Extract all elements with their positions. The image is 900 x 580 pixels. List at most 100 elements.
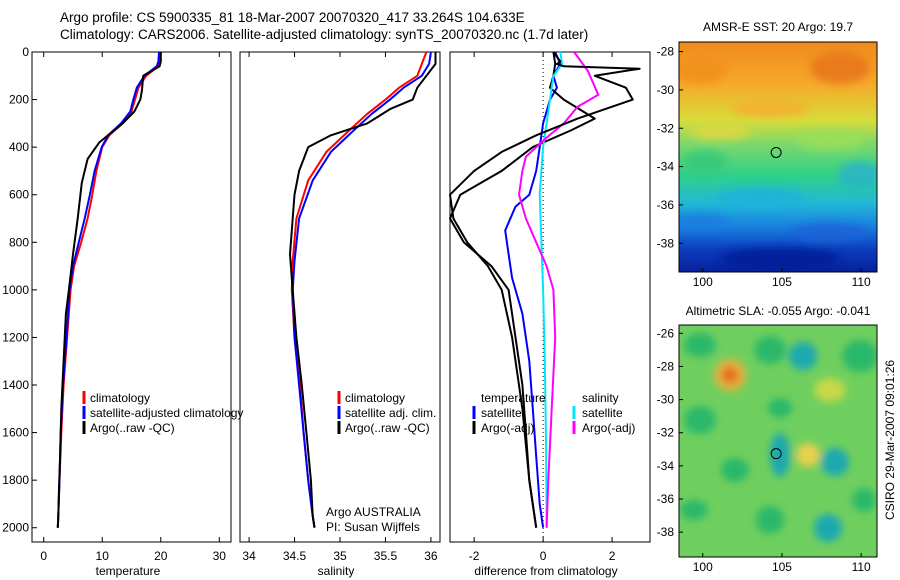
sst-map-title: AMSR-E SST: 20 Argo: 19.7: [703, 20, 853, 34]
sst-blob: [679, 214, 730, 230]
series-line-satellite-adj-clim: [291, 51, 432, 528]
x-tick-label: 35: [333, 549, 347, 563]
map-x-tick-label: 110: [852, 560, 871, 574]
temperature-panel: 0 200 400 600 800 1000 1200 1400 1600 1800 2000 0 1…: [2, 45, 243, 578]
difference-legend: temperature satellite Argo(-adj) salinit…: [472, 391, 635, 435]
y-tick-label: 600: [9, 188, 29, 202]
series-line-salinity-argo-adj: [518, 51, 600, 528]
legend-diff-temperature-header: temperature: [481, 391, 546, 405]
y-tick-label: 1000: [2, 283, 29, 297]
legend-diff-t-argo-label: Argo(-adj): [481, 421, 534, 435]
x-tick-label: 20: [154, 549, 168, 563]
temperature-legend: climatology satellite-adjusted climatolo…: [82, 391, 243, 435]
map-y-tick-label: -36: [657, 492, 675, 506]
sst-blob: [720, 248, 840, 268]
x-tick-label: 34: [242, 549, 256, 563]
sst-map-frame: [678, 41, 878, 273]
y-tick-label: 400: [9, 140, 29, 154]
sla-blob: [684, 333, 716, 357]
sla-blob: [789, 342, 817, 370]
legend-sal-satellite-label: satellite adj. clim.: [345, 406, 436, 420]
annotation-pi: PI: Susan Wijffels: [326, 520, 420, 534]
y-tick-label: 1400: [2, 378, 29, 392]
difference-xlabel: difference from climatology: [474, 564, 617, 578]
map-x-tick-label: 105: [772, 560, 792, 574]
map-x-tick-label: 105: [772, 275, 792, 289]
sla-blob: [768, 398, 792, 418]
sla-blob: [852, 488, 876, 512]
sla-blob: [756, 506, 784, 534]
sla-field: [679, 325, 877, 557]
salinity-xlabel: salinity: [318, 564, 355, 578]
x-tick-label: 36: [424, 549, 438, 563]
sla-blob: [680, 500, 708, 520]
series-line-temperature-argo-adj: [449, 51, 596, 528]
map-x-tick-label: 100: [693, 560, 713, 574]
sla-blob: [796, 443, 820, 467]
map-y-tick-label: -34: [657, 160, 675, 174]
map-y-tick-label: -32: [657, 426, 675, 440]
y-tick-label: 1200: [2, 330, 29, 344]
temperature-xlabel: temperature: [96, 564, 161, 578]
map-y-tick-label: -28: [657, 359, 675, 373]
sst-blob: [810, 52, 870, 84]
legend-sal-argo-label: Argo(..raw -QC): [345, 421, 430, 435]
sst-blob: [796, 130, 864, 150]
salinity-panel: 34 34.5 35 35.5 36 salinity climatology sate…: [239, 51, 441, 578]
sla-blob: [814, 514, 842, 542]
temperature-axes-box: [31, 51, 232, 543]
sst-blob: [792, 223, 868, 241]
map-y-tick-label: -26: [657, 326, 675, 340]
map-y-tick-label: -30: [657, 393, 675, 407]
y-tick-label: 1600: [2, 426, 29, 440]
x-tick-label: 2: [609, 549, 616, 563]
y-tick-label: 1800: [2, 473, 29, 487]
sla-blob: [770, 433, 790, 477]
sst-argo-marker: [770, 146, 782, 158]
y-tick-label: 800: [9, 235, 29, 249]
map-x-tick-label: 110: [852, 275, 871, 289]
x-tick-label: 30: [213, 549, 227, 563]
x-tick-label: 10: [96, 549, 110, 563]
sla-blob: [814, 378, 846, 402]
x-tick-label: -2: [469, 549, 480, 563]
series-line-salinity-satellite: [538, 51, 564, 528]
y-tick-label: 0: [22, 45, 29, 59]
legend-satellite-label: satellite-adjusted climatology: [90, 406, 243, 420]
legend-diff-s-satellite-label: satellite: [582, 406, 623, 420]
map-y-tick-label: -32: [657, 121, 675, 135]
difference-panel: -2 0 2 difference from climatology tempera…: [449, 51, 651, 578]
sla-map: Altimetric SLA: -0.055 Argo: -0.041: [657, 304, 878, 574]
series-line-temperature: [449, 51, 641, 528]
series-line-argo-raw-qc: [56, 52, 162, 528]
legend-argo-label: Argo(..raw -QC): [90, 421, 175, 435]
sst-blob: [683, 150, 727, 174]
series-line-temperature-satellite: [504, 51, 562, 528]
sst-blob: [716, 188, 804, 208]
series-line-argo-raw-qc: [289, 52, 437, 528]
map-y-tick-label: -38: [657, 236, 675, 250]
y-tick-label: 200: [9, 93, 29, 107]
legend-climatology-label: climatology: [90, 391, 150, 405]
sla-texture: [680, 333, 877, 542]
sla-map-frame: [678, 324, 878, 558]
sst-blob: [730, 99, 810, 117]
sla-blob: [842, 340, 877, 372]
map-x-tick-label: 100: [693, 275, 713, 289]
annotation-argo-australia: Argo AUSTRALIA: [326, 505, 421, 519]
x-tick-label: 34.5: [283, 549, 307, 563]
map-y-tick-label: -34: [657, 459, 675, 473]
salinity-axes-box: [239, 51, 441, 543]
series-line-climatology: [290, 51, 428, 528]
header-title-line1: Argo profile: CS 5900335_81 18-Mar-2007 …: [60, 10, 525, 25]
y-tick-label: 2000: [2, 521, 29, 535]
map-y-tick-label: -30: [657, 83, 675, 97]
sla-blob: [684, 406, 716, 434]
x-tick-label: 0: [540, 549, 547, 563]
legend-sal-climatology-label: climatology: [345, 391, 405, 405]
sla-blob: [722, 367, 738, 383]
credit-timestamp: CSIRO 29-Mar-2007 09:01:26: [883, 360, 897, 520]
sst-map: AMSR-E SST: 20 Argo: 19.7 -28 -30 -32 -34 -3…: [657, 20, 878, 289]
sst-blob: [838, 161, 877, 189]
